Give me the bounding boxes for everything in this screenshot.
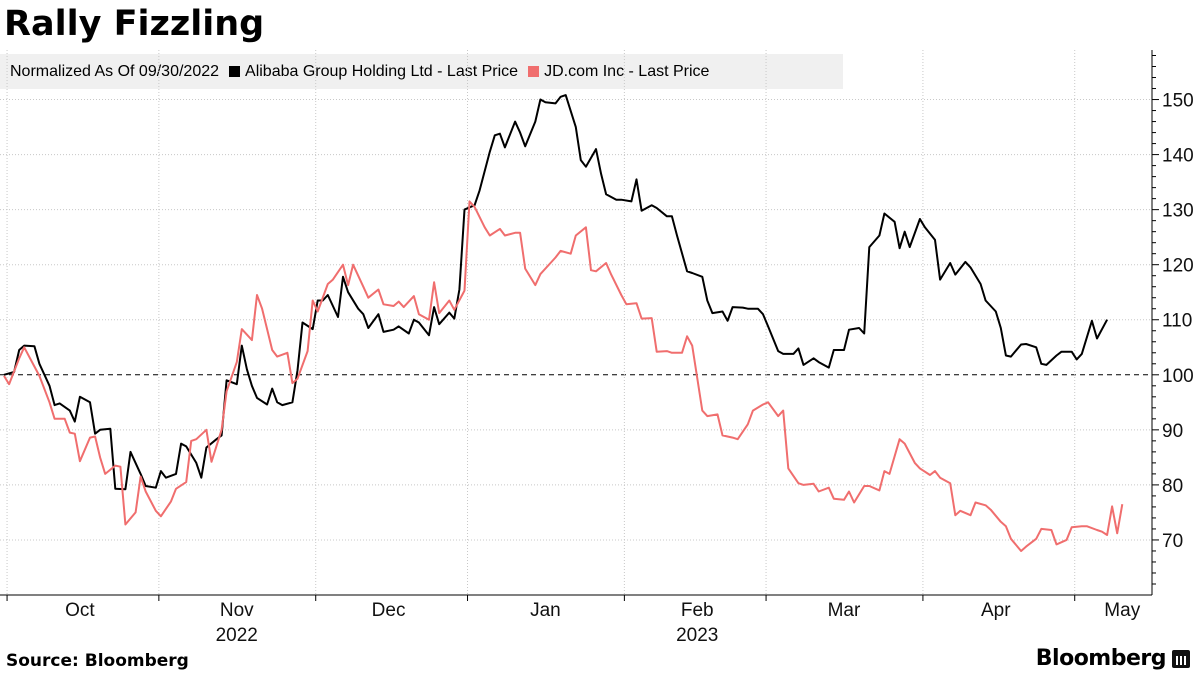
- x-month-label: Mar: [828, 600, 861, 621]
- legend-swatch-jd: [528, 66, 540, 77]
- source-note: Source: Bloomberg: [6, 651, 189, 671]
- legend-item-alibaba: Alibaba Group Holding Ltd - Last Price: [229, 63, 518, 81]
- brand-logo: Bloomberg: [1036, 646, 1190, 671]
- legend-swatch-alibaba: [229, 66, 241, 77]
- x-month-label: Oct: [65, 600, 95, 621]
- y-tick-label: 90: [1162, 421, 1183, 442]
- series-line-jd: [3, 200, 1124, 552]
- y-tick-label: 130: [1162, 201, 1194, 222]
- y-tick-label: 100: [1162, 366, 1194, 387]
- series-line-alibaba: [3, 94, 1108, 491]
- x-month-label: Nov: [220, 600, 254, 621]
- x-year-label: 2022: [216, 625, 258, 646]
- gridlines: [0, 50, 1152, 595]
- x-year-label: 2023: [676, 625, 718, 646]
- x-month-label: Jan: [530, 600, 561, 621]
- y-tick-label: 70: [1162, 531, 1183, 552]
- bloomberg-chart-icon: [1172, 649, 1190, 668]
- y-tick-label: 120: [1162, 256, 1194, 277]
- y-tick-label: 150: [1162, 91, 1194, 112]
- points-alibaba: [3, 94, 1108, 490]
- x-month-label: Dec: [372, 600, 406, 621]
- brand-name: Bloomberg: [1035, 646, 1167, 671]
- legend-label-alibaba: Alibaba Group Holding Ltd - Last Price: [245, 62, 519, 80]
- y-tick-label: 80: [1162, 476, 1183, 497]
- x-month-label: May: [1104, 600, 1140, 621]
- chart-title: Rally Fizzling: [4, 4, 265, 44]
- x-month-label: Apr: [981, 600, 1011, 621]
- tick-labels: 70 80 90 100 110 120 130 140 150 Oct Nov 2022 Dec Jan…: [65, 91, 1194, 646]
- x-month-label: Feb: [681, 600, 714, 621]
- legend-label-jd: JD.com Inc - Last Price: [544, 62, 710, 80]
- legend-item-jd: JD.com Inc - Last Price: [528, 63, 709, 81]
- axes: [0, 50, 1159, 601]
- legend: Normalized As Of 09/30/2022 Alibaba Grou…: [0, 54, 843, 89]
- series-lines: [3, 94, 1124, 552]
- y-tick-label: 110: [1162, 311, 1192, 332]
- y-tick-label: 140: [1162, 146, 1194, 167]
- legend-normalization-note: Normalized As Of 09/30/2022: [10, 62, 220, 80]
